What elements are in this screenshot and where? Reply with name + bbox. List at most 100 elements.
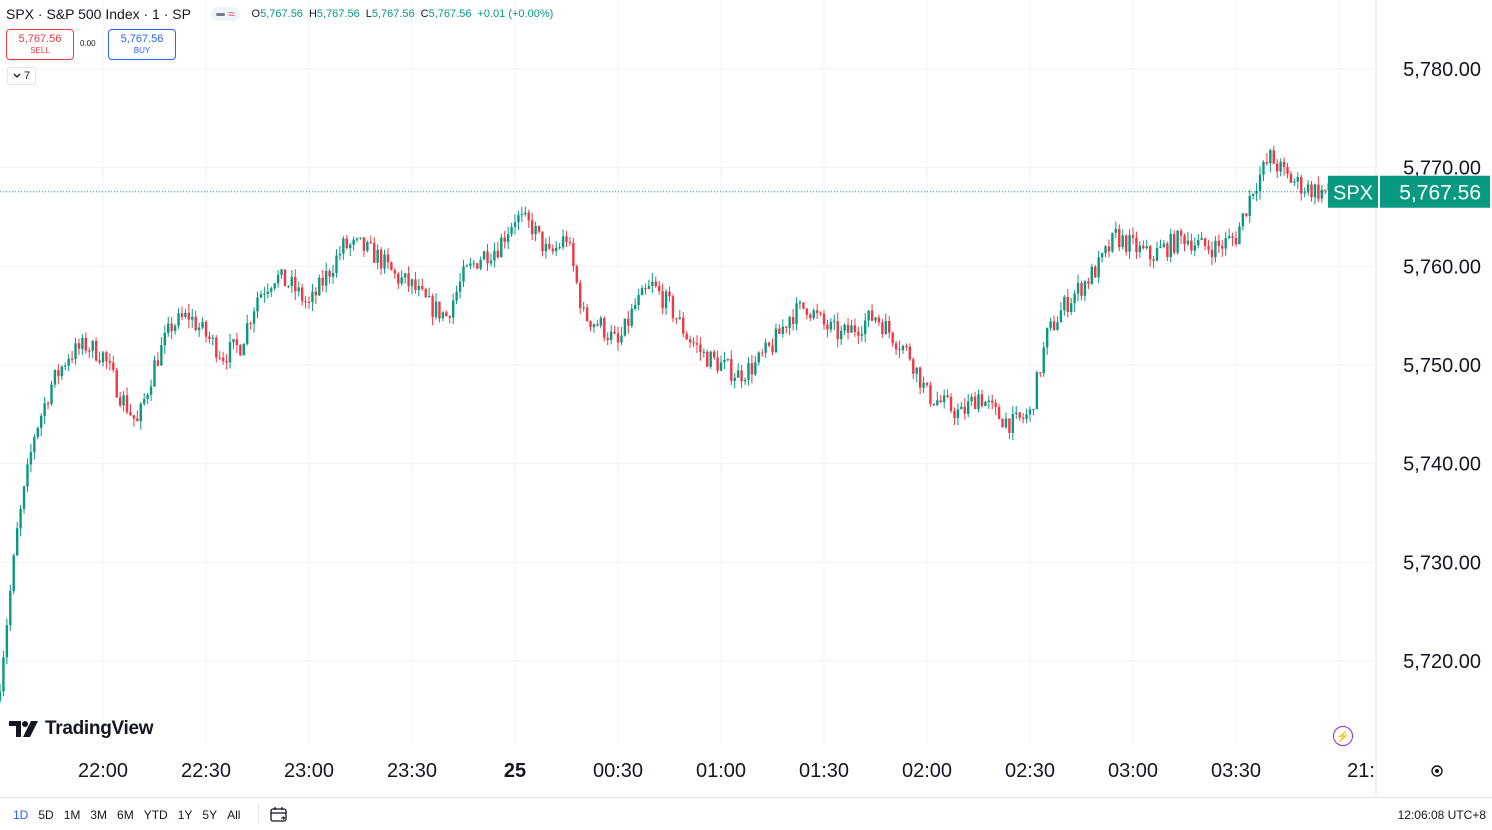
time-tick-label: 02:00 [902, 760, 952, 782]
candle-body [1179, 230, 1183, 236]
ohlc-open-value: 5,767.56 [260, 8, 303, 20]
candle-body [908, 346, 912, 360]
range-button-6m[interactable]: 6M [117, 808, 134, 822]
candle-body [1276, 163, 1279, 172]
lightning-icon[interactable]: ⚡ [1333, 726, 1353, 746]
ohlc-close-value: 5,767.56 [428, 8, 472, 20]
candle-body [747, 363, 750, 380]
candle-body [1097, 257, 1100, 278]
ohlc-low-label: L [365, 8, 372, 20]
indicators-toggle-button[interactable]: 7 [7, 67, 36, 85]
buy-label: BUY [133, 46, 151, 55]
settings-icon[interactable] [1430, 764, 1444, 781]
clock-timezone[interactable]: 12:06:08 UTC+8 [1397, 808, 1486, 822]
candle-body [857, 331, 860, 336]
candle-body [74, 343, 77, 359]
candle-body [386, 254, 390, 263]
candle-body [294, 276, 297, 292]
candle-body [479, 259, 482, 269]
candle-body [359, 237, 362, 239]
candle-body [1186, 240, 1190, 245]
candle-body [1207, 246, 1210, 250]
candle-body [757, 352, 760, 363]
candle-body [1080, 283, 1083, 296]
candle-body [246, 323, 249, 344]
candle-body [1087, 281, 1090, 284]
candle-body [1124, 235, 1128, 252]
candle-body [1282, 161, 1286, 168]
price-chart[interactable]: 5,720.00 5,730.00 5,740.00 5,750.00 5,760.00… [0, 0, 1492, 797]
candle-body [297, 287, 300, 292]
range-button-ytd[interactable]: YTD [143, 808, 168, 822]
candle-body [173, 325, 177, 331]
range-button-1y[interactable]: 1Y [177, 808, 193, 822]
candle-body [1286, 167, 1289, 174]
time-axis[interactable]: 22:00 22:30 23:00 23:30 25 00:30 01:00 01:30 02:… [78, 760, 1375, 782]
candle-body [276, 274, 280, 284]
chart-legend-header: SPX · S&P 500 Index · 1 · SP ≈ O5,767.56… [6, 5, 553, 23]
candle-body [743, 379, 747, 382]
candle-body [1138, 245, 1142, 253]
candle-body [682, 317, 685, 334]
candle-body [349, 244, 352, 249]
candle-body [22, 486, 26, 510]
candle-body [29, 452, 33, 465]
range-button-all[interactable]: All [227, 808, 241, 822]
sell-button[interactable]: 5,767.56 SELL [6, 29, 74, 60]
candle-body [1234, 237, 1238, 245]
candle-body [589, 320, 592, 328]
candle-body [661, 291, 664, 309]
symbol-title[interactable]: SPX · S&P 500 Index · 1 · SP [6, 6, 191, 22]
range-button-1d[interactable]: 1D [13, 808, 29, 822]
candle-body [520, 214, 524, 216]
candle-body [304, 301, 307, 303]
candle-body [434, 301, 438, 317]
candle-body [778, 328, 781, 334]
candle-body [1021, 417, 1025, 419]
buy-button[interactable]: 5,767.56 BUY [108, 29, 176, 60]
candle-body [561, 236, 565, 248]
candle-body [1317, 184, 1320, 199]
candle-body [455, 291, 458, 301]
candle-body [1251, 193, 1255, 196]
candle-body [1104, 246, 1107, 254]
candle-body [1011, 414, 1015, 433]
candle-body [489, 260, 493, 264]
candle-body [534, 225, 537, 235]
range-button-5d[interactable]: 5D [38, 808, 54, 822]
candle-body [606, 337, 609, 340]
candle-body [132, 415, 136, 419]
candle-body [953, 410, 956, 419]
candle-body [67, 358, 70, 366]
candle-body [1001, 419, 1004, 428]
time-tick-label: 02:30 [1005, 760, 1055, 782]
price-axis[interactable]: 5,720.00 5,730.00 5,740.00 5,750.00 5,760.00… [1403, 59, 1481, 673]
candle-body [839, 330, 843, 340]
candle-body [503, 237, 506, 242]
date-range-buttons: 1D 5D 1M 3M 6M YTD 1Y 5Y All [8, 807, 245, 823]
candle-body [785, 326, 788, 328]
price-label-symbol: SPX [1333, 183, 1373, 205]
time-tick-label: 25 [504, 760, 526, 782]
candle-body [1300, 176, 1303, 194]
candle-body [1214, 240, 1217, 258]
candle-body [496, 250, 500, 258]
range-button-5y[interactable]: 5Y [202, 808, 218, 822]
candle-body [922, 382, 925, 388]
candle-body [905, 345, 908, 347]
candle-body [791, 317, 795, 325]
market-status-pill[interactable]: ≈ [210, 7, 240, 21]
candle-body [1045, 327, 1049, 348]
range-button-3m[interactable]: 3M [90, 808, 108, 822]
candle-body [960, 406, 963, 410]
tradingview-logo[interactable]: TradingView [9, 718, 154, 740]
candle-body [462, 266, 465, 282]
candle-body [1269, 150, 1272, 164]
candle-body [1183, 235, 1186, 245]
calendar-goto-icon[interactable] [268, 804, 290, 824]
range-button-1m[interactable]: 1M [63, 808, 81, 822]
candle-body [70, 358, 74, 360]
candle-body [579, 282, 582, 309]
candle-body [167, 323, 170, 334]
candle-body [1032, 409, 1035, 411]
